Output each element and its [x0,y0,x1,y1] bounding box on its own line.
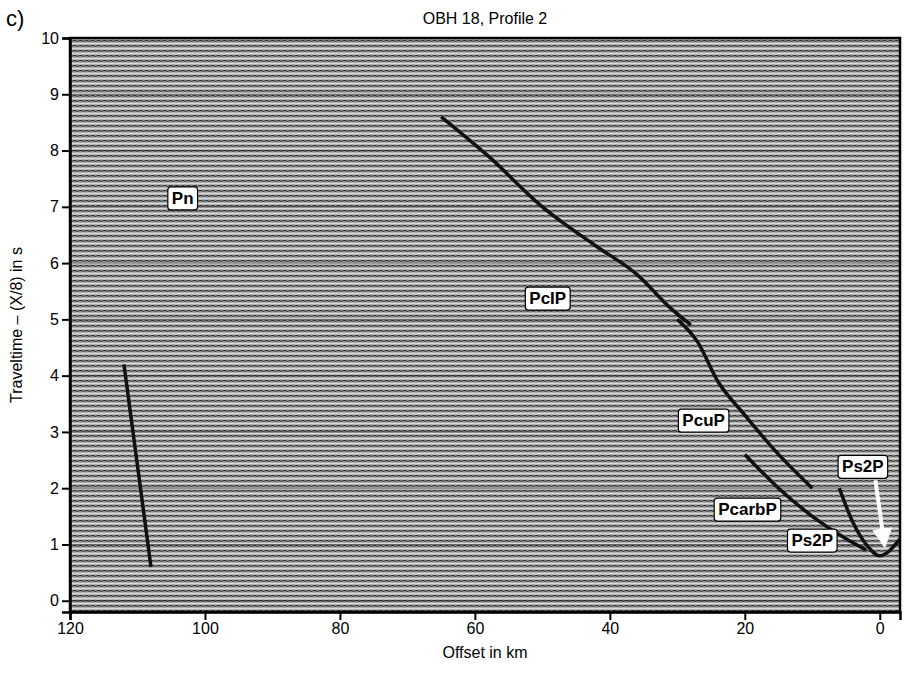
arrival-curve [677,319,812,488]
tick-label: 3 [50,424,59,441]
phase-label-text: PcarbP [718,500,777,519]
tick-label: 8 [50,142,59,159]
phase-label: Ps2P [838,455,888,478]
phase-label: Ps2P [787,529,837,552]
tick-label: 2 [50,480,59,497]
tick: 6 [50,255,70,272]
grid-line [70,431,900,432]
tick: 2 [50,480,70,497]
tick-mark [339,612,341,620]
chart: 120 100 80 60 40 20 0 0 1 2 3 4 5 6 7 8 9 10 OBH 18, Profi… [0,0,908,674]
tick: 4 [50,367,70,384]
tick: 0 [876,612,885,637]
tick: 40 [601,612,619,637]
tick-mark [62,263,70,265]
tick-mark [474,612,476,620]
tick-label: 0 [50,592,59,609]
tick-label: 7 [50,198,59,215]
tick-mark [62,544,70,546]
phase-label-box [525,287,570,310]
tick-mark [62,375,70,377]
grid-line [70,544,900,545]
tick-mark [609,612,611,620]
y-axis: 0 1 2 3 4 5 6 7 8 9 10 [41,30,70,613]
x-axis: 120 100 80 60 40 20 0 [57,612,900,637]
axis-line [71,613,901,621]
grid-line [70,319,900,320]
tick-label: 100 [192,620,219,637]
phase-label: Pn [168,187,198,210]
tick-label: 6 [50,255,59,272]
tick: 60 [466,612,484,637]
tick-label: 60 [466,620,484,637]
phase-label-box [787,529,837,552]
tick-mark [62,431,70,433]
grid-line [70,150,900,151]
tick-mark [879,612,881,620]
tick: 120 [57,612,84,637]
tick-mark [744,612,746,620]
y-axis-title: Traveltime – (X/8) in s [8,247,25,403]
tick-mark [62,94,70,96]
tick-label: 20 [736,620,754,637]
tick-mark [62,319,70,321]
title: OBH 18, Profile 2 [423,10,548,27]
phase-label-text: Pn [172,189,194,208]
phase-label: PcarbP [714,498,781,521]
tick: 100 [192,612,219,637]
arrival-curve [441,117,691,325]
tick-label: 40 [601,620,619,637]
phase-label: PcIP [525,287,570,310]
grid-line [70,488,900,489]
grid-line [70,263,900,264]
tick: 20 [736,612,754,637]
tick-label: 10 [41,30,59,47]
frame [70,38,900,612]
phase-label-box [678,409,729,432]
tick-mark [62,600,70,602]
tick-mark [62,38,70,40]
tick-label: 5 [50,311,59,328]
tick-label: 80 [332,620,350,637]
x-axis-title: Offset in km [442,644,527,661]
tick: 7 [50,198,70,215]
arrow [875,480,884,544]
phase-labels: Pn PcIP PcuP Ps2P PcarbP Ps2P [168,187,888,552]
tick: 8 [50,142,70,159]
grid-line [70,600,900,601]
tick: 9 [50,86,70,103]
panel-label: c) [6,6,24,31]
tick: 3 [50,424,70,441]
plot-background [70,38,900,612]
arrivals [124,117,900,567]
arrival-curve [839,488,900,556]
tick-label: 0 [876,620,885,637]
tick: 0 [50,592,70,609]
tick-label: 1 [50,536,59,553]
phase-label-text: PcIP [529,289,566,308]
tick-label: 4 [50,367,59,384]
tick-mark [62,488,70,490]
tick: 80 [332,612,350,637]
tick-mark [62,206,70,208]
phase-label-text: PcuP [682,411,725,430]
tick-mark [204,612,206,620]
phase-label-box [838,455,888,478]
grid [70,38,900,601]
phase-label: PcuP [678,409,729,432]
tick-mark [62,150,70,152]
grid-line [70,375,900,376]
grid-line [70,94,900,95]
tick-label: 120 [57,620,84,637]
tick: 5 [50,311,70,328]
tick: 10 [41,30,70,47]
phase-label-text: Ps2P [842,457,884,476]
tick-label: 9 [50,86,59,103]
axis-line [62,39,71,613]
phase-label-text: Ps2P [791,531,833,550]
tick: 1 [50,536,70,553]
phase-label-box [168,187,198,210]
phase-label-box [714,498,781,521]
arrival-curve [124,364,151,567]
